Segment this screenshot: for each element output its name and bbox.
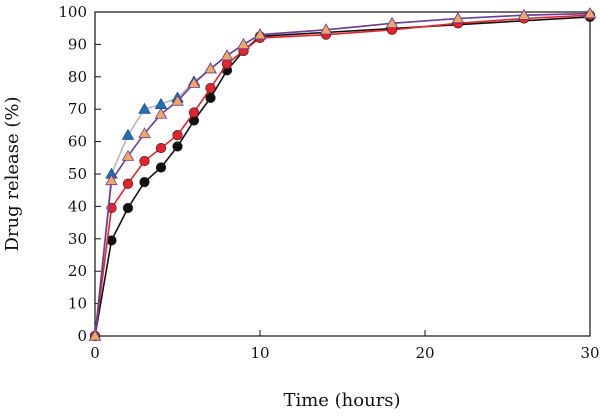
series-4-point (220, 49, 234, 61)
y-tick-label: 10 (68, 295, 87, 313)
series-4-point (253, 28, 267, 40)
series-2-point (205, 83, 216, 94)
series-4-point (204, 62, 217, 74)
series-3-point (138, 102, 151, 114)
series-1-point (205, 92, 216, 103)
series-1-point (139, 177, 150, 188)
y-tick-label: 30 (68, 230, 87, 248)
series-layer (88, 7, 597, 342)
series-2-line (94, 14, 591, 337)
y-tick-label: 50 (68, 165, 87, 183)
x-tick-label: 30 (580, 344, 599, 362)
series-4-point (583, 7, 597, 19)
series-3 (88, 7, 597, 341)
series-2-point (155, 142, 167, 154)
y-tick-label: 20 (68, 262, 87, 280)
x-axis-title: Time (hours) (283, 390, 400, 411)
series-1-point (155, 162, 167, 173)
series-4-point (88, 329, 102, 341)
series-4-point (138, 127, 151, 139)
series-4-point (517, 8, 531, 20)
series-4-point (121, 149, 135, 161)
y-tick-label: 40 (68, 197, 87, 215)
y-tick-label: 0 (77, 327, 87, 345)
series-3-point (154, 97, 168, 109)
series-4-point (187, 76, 201, 88)
y-tick-label: 80 (68, 68, 87, 86)
ticks-layer: 0 10 20 30 40 50 60 70 80 90 100 0 10 20 30 (58, 3, 599, 362)
x-tick-label: 10 (250, 344, 269, 362)
series-1 (89, 11, 596, 342)
y-tick-label: 90 (68, 35, 87, 53)
series-2-point (139, 155, 150, 167)
series-3-point (121, 128, 135, 140)
series-4-point (171, 94, 184, 106)
series-4-point (154, 107, 168, 119)
series-2-point (122, 178, 134, 189)
y-tick-label: 100 (58, 3, 87, 21)
y-tick-label: 60 (68, 133, 87, 151)
series-2-point (172, 130, 183, 141)
series-4-point (451, 12, 465, 24)
series-1-point (122, 202, 134, 214)
series-4-point (105, 174, 118, 186)
series-4-line (94, 12, 591, 337)
series-4-point (237, 37, 250, 49)
series-1-point (172, 141, 183, 152)
series-2 (89, 10, 596, 342)
series-2-point (188, 107, 200, 118)
series-3-line (94, 12, 591, 337)
x-tick-label: 20 (415, 344, 434, 362)
y-axis-title: Drug release (%) (2, 96, 23, 251)
series-4 (88, 7, 597, 341)
x-tick-label: 0 (90, 344, 100, 362)
series-4-point (319, 23, 333, 35)
y-tick-label: 70 (68, 100, 87, 118)
series-4-point (385, 16, 399, 28)
plot-frame (94, 11, 591, 337)
series-1-line (94, 16, 591, 337)
series-2-point (221, 58, 233, 69)
